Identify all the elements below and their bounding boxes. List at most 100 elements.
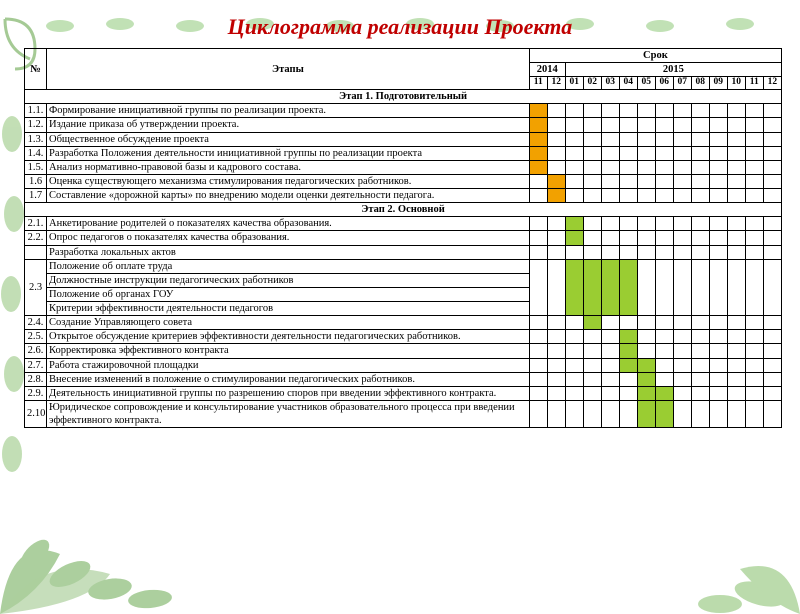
gantt-cell: [673, 189, 691, 203]
gantt-cell: [547, 104, 565, 118]
gantt-cell: [547, 400, 565, 427]
gantt-cell: [619, 132, 637, 146]
gantt-cell: [637, 330, 655, 344]
gantt-cell: [565, 372, 583, 386]
gantt-cell: [583, 174, 601, 188]
gantt-cell: [619, 259, 637, 316]
gantt-cell: [709, 344, 727, 358]
page-title: Циклограмма реализации Проекта: [0, 14, 800, 40]
gantt-cell: [637, 231, 655, 245]
gantt-cell: [583, 344, 601, 358]
row-task: Анкетирование родителей о показателях ка…: [47, 217, 530, 231]
gantt-cell: [763, 118, 781, 132]
gantt-cell: [673, 174, 691, 188]
col-header-month: 10: [727, 77, 745, 90]
gantt-cell: [655, 358, 673, 372]
col-header-month: 07: [673, 77, 691, 90]
gantt-cell: [565, 132, 583, 146]
gantt-cell: [601, 118, 619, 132]
gantt-cell: [547, 231, 565, 245]
gantt-cell: [547, 358, 565, 372]
row-num: 1.3.: [25, 132, 47, 146]
gantt-cell: [529, 400, 547, 427]
gantt-cell: [673, 316, 691, 330]
gantt-cell: [709, 174, 727, 188]
gantt-cell: [619, 358, 637, 372]
row-task: Разработка локальных актов: [47, 245, 530, 259]
gantt-cell: [637, 217, 655, 231]
row-num: 1.4.: [25, 146, 47, 160]
row-num: 2.8.: [25, 372, 47, 386]
row-num: [25, 245, 47, 259]
gantt-cell: [601, 231, 619, 245]
gantt-cell: [745, 189, 763, 203]
gantt-cell: [619, 160, 637, 174]
gantt-cell: [637, 146, 655, 160]
gantt-cell: [547, 316, 565, 330]
gantt-cell: [763, 400, 781, 427]
gantt-cell: [691, 400, 709, 427]
gantt-cell: [745, 245, 763, 259]
row-task: Издание приказа об утверждении проекта.: [47, 118, 530, 132]
gantt-cell: [727, 174, 745, 188]
gantt-cell: [637, 174, 655, 188]
gantt-cell: [709, 146, 727, 160]
gantt-cell: [745, 259, 763, 316]
row-num: 2.10: [25, 400, 47, 427]
row-task: Общественное обсуждение проекта: [47, 132, 530, 146]
gantt-cell: [655, 316, 673, 330]
gantt-cell: [709, 386, 727, 400]
gantt-cell: [691, 259, 709, 316]
gantt-cell: [745, 174, 763, 188]
gantt-cell: [691, 189, 709, 203]
gantt-cell: [565, 160, 583, 174]
gantt-cell: [601, 146, 619, 160]
table-body: Этап 1. Подготовительный1.1.Формирование…: [25, 90, 782, 428]
row-task: Анализ нормативно-правовой базы и кадров…: [47, 160, 530, 174]
gantt-cell: [763, 231, 781, 245]
col-header-month: 03: [601, 77, 619, 90]
gantt-cell: [601, 104, 619, 118]
gantt-cell: [583, 231, 601, 245]
gantt-cell: [763, 344, 781, 358]
gantt-cell: [727, 231, 745, 245]
gantt-cell: [709, 316, 727, 330]
gantt-cell: [601, 189, 619, 203]
gantt-cell: [529, 174, 547, 188]
col-header-month: 01: [565, 77, 583, 90]
gantt-cell: [583, 146, 601, 160]
section-title: Этап 2. Основной: [25, 203, 782, 217]
gantt-cell: [727, 316, 745, 330]
gantt-cell: [763, 146, 781, 160]
gantt-cell: [655, 160, 673, 174]
gantt-cell: [763, 132, 781, 146]
gantt-cell: [655, 231, 673, 245]
gantt-cell: [655, 400, 673, 427]
gantt-cell: [673, 118, 691, 132]
gantt-cell: [637, 372, 655, 386]
gantt-cell: [565, 231, 583, 245]
row-num: 1.2.: [25, 118, 47, 132]
gantt-cell: [637, 358, 655, 372]
gantt-cell: [763, 217, 781, 231]
row-task: Опрос педагогов о показателях качества о…: [47, 231, 530, 245]
gantt-cell: [529, 104, 547, 118]
row-num: 2.9.: [25, 386, 47, 400]
gantt-cell: [745, 146, 763, 160]
col-header-month: 04: [619, 77, 637, 90]
gantt-cell: [565, 118, 583, 132]
gantt-cell: [673, 104, 691, 118]
gantt-cell: [583, 104, 601, 118]
gantt-cell: [637, 344, 655, 358]
gantt-cell: [565, 358, 583, 372]
row-num: 2.6.: [25, 344, 47, 358]
gantt-cell: [709, 132, 727, 146]
gantt-cell: [763, 316, 781, 330]
gantt-cell: [673, 386, 691, 400]
gantt-cell: [529, 316, 547, 330]
gantt-cell: [727, 245, 745, 259]
table-head: № Этапы Срок 2014 2015 11120102030405060…: [25, 49, 782, 90]
row-task: Внесение изменений в положение о стимули…: [47, 372, 530, 386]
gantt-cell: [583, 372, 601, 386]
col-header-task: Этапы: [47, 49, 530, 90]
